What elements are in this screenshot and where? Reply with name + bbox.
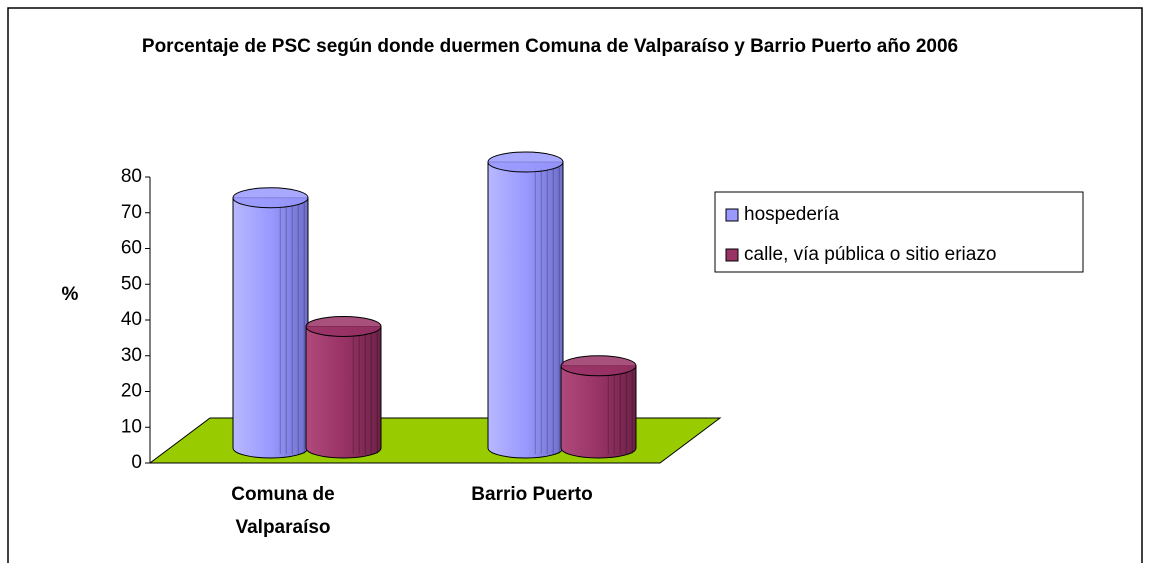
chart-title: Porcentaje de PSC según donde duermen Co… [141, 36, 959, 57]
legend-box [714, 191, 1084, 273]
legend-label: calle, vía pública o sitio eriazo [744, 244, 996, 265]
y-tick-label: 60 [121, 238, 142, 259]
y-axis-label: % [62, 284, 79, 305]
chart-border [7, 7, 1143, 563]
y-tick-label: 30 [121, 345, 142, 366]
y-tick-label: 50 [121, 273, 142, 294]
legend-label: hospedería [744, 204, 840, 225]
cylinder-body [305, 325, 382, 459]
cylinder-body [560, 365, 637, 459]
cylinder-top [560, 355, 637, 377]
x-tick-label: Comuna de Valparaíso [231, 484, 335, 538]
cylinder-body [487, 161, 564, 459]
cylinder-top [487, 151, 564, 173]
y-tick-label: 20 [121, 381, 142, 402]
x-tick-label: Barrio Puerto [471, 484, 593, 505]
cylinder-top [305, 315, 382, 337]
legend-swatch [725, 248, 739, 262]
cylinder-body [232, 197, 309, 459]
y-tick-label: 70 [121, 202, 142, 223]
cylinder-top [232, 187, 309, 209]
y-tick-label: 0 [131, 452, 142, 473]
y-tick-label: 10 [121, 416, 142, 437]
legend-swatch [725, 208, 739, 222]
y-tick-label: 80 [121, 166, 142, 187]
y-tick-label: 40 [121, 309, 142, 330]
